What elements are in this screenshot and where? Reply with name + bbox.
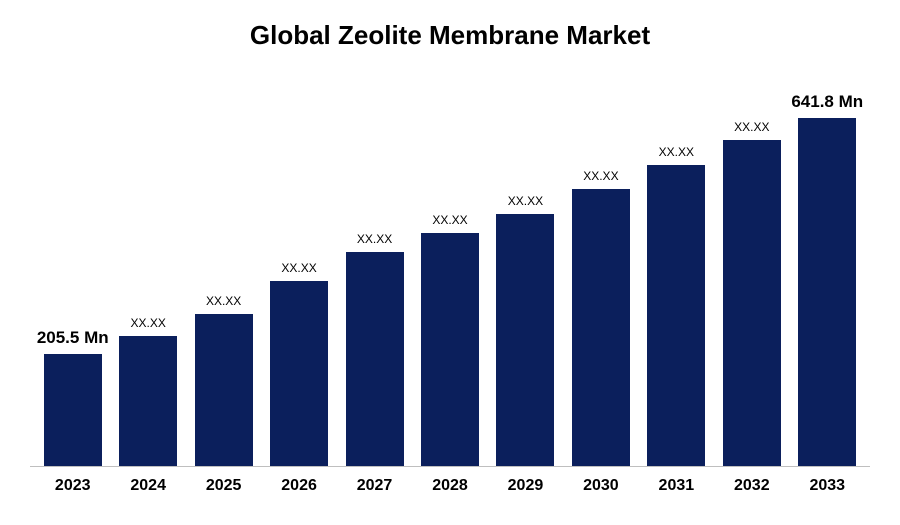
bar-2029: [496, 214, 554, 466]
x-axis-label: 2032: [714, 477, 789, 495]
bar-group: XX.XX: [337, 76, 412, 466]
chart-container: Global Zeolite Membrane Market 205.5 Mn …: [0, 0, 900, 525]
bar-group: 641.8 Mn: [790, 76, 865, 466]
bar-value-label: XX.XX: [659, 145, 694, 159]
x-axis-label: 2029: [488, 477, 563, 495]
chart-title: Global Zeolite Membrane Market: [30, 20, 870, 51]
bar-2026: [270, 281, 328, 466]
bar-value-label: XX.XX: [508, 194, 543, 208]
bar-group: XX.XX: [563, 76, 638, 466]
bar-2033: [798, 118, 856, 466]
x-axis-label: 2028: [412, 477, 487, 495]
bar-value-label: XX.XX: [432, 213, 467, 227]
bar-value-label: XX.XX: [281, 261, 316, 275]
bar-group: XX.XX: [261, 76, 336, 466]
bar-2028: [421, 233, 479, 466]
x-axis-label: 2026: [261, 477, 336, 495]
plot-area: 205.5 Mn XX.XX XX.XX XX.XX XX.XX XX.XX X…: [30, 76, 870, 467]
bar-group: XX.XX: [110, 76, 185, 466]
bar-value-label: XX.XX: [131, 316, 166, 330]
bar-value-label: XX.XX: [583, 169, 618, 183]
bar-2031: [647, 165, 705, 466]
bar-value-label: XX.XX: [734, 120, 769, 134]
bar-group: 205.5 Mn: [35, 76, 110, 466]
x-axis-label: 2024: [110, 477, 185, 495]
x-axis: 2023 2024 2025 2026 2027 2028 2029 2030 …: [30, 467, 870, 495]
bar-group: XX.XX: [186, 76, 261, 466]
x-axis-label: 2027: [337, 477, 412, 495]
bar-2023: [44, 354, 102, 466]
bar-group: XX.XX: [488, 76, 563, 466]
bar-value-label: 205.5 Mn: [37, 328, 109, 348]
bar-group: XX.XX: [714, 76, 789, 466]
bar-group: XX.XX: [639, 76, 714, 466]
x-axis-label: 2030: [563, 477, 638, 495]
bar-value-label: XX.XX: [206, 294, 241, 308]
bar-2027: [346, 252, 404, 466]
bar-2032: [723, 140, 781, 466]
x-axis-label: 2033: [790, 477, 865, 495]
bar-value-label: 641.8 Mn: [791, 92, 863, 112]
x-axis-label: 2023: [35, 477, 110, 495]
x-axis-label: 2025: [186, 477, 261, 495]
bar-group: XX.XX: [412, 76, 487, 466]
bar-2030: [572, 189, 630, 466]
bar-value-label: XX.XX: [357, 232, 392, 246]
x-axis-label: 2031: [639, 477, 714, 495]
bar-2024: [119, 336, 177, 466]
bar-2025: [195, 314, 253, 466]
